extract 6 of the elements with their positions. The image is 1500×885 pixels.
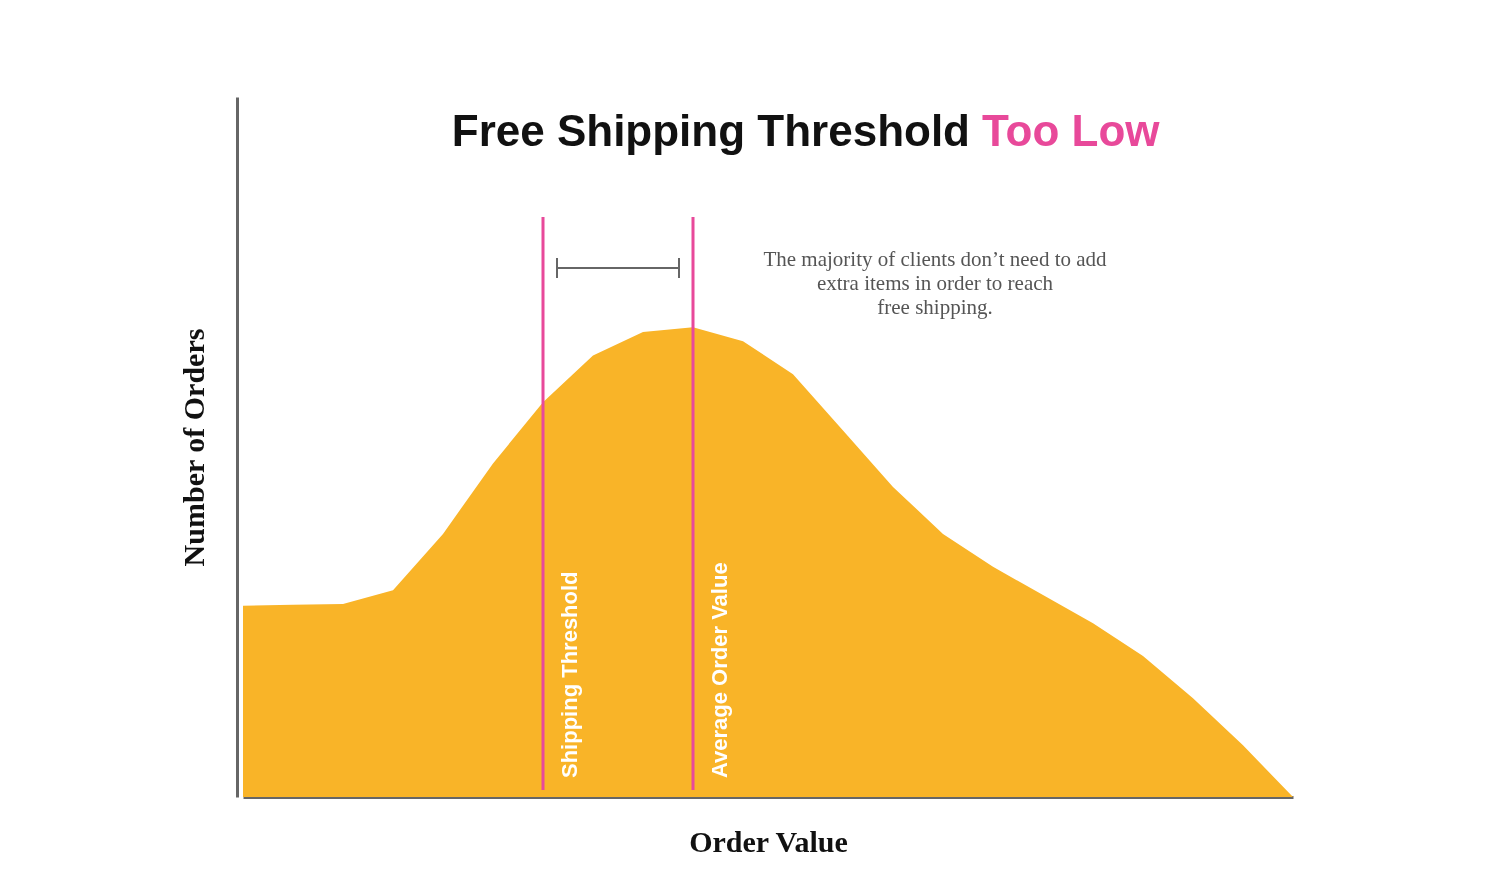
annotation: Shipping Threshold — [557, 571, 582, 778]
text: The majority of clients don’t need to add extra items in order to reach free shipping. — [763, 247, 1108, 319]
annotation: Average Order Value — [707, 562, 732, 778]
x-axis-title: Order Value — [689, 824, 848, 858]
chart-title: Free Shipping Threshold Too Low — [451, 106, 1161, 155]
y-axis-title: Number of Orders — [176, 328, 210, 567]
